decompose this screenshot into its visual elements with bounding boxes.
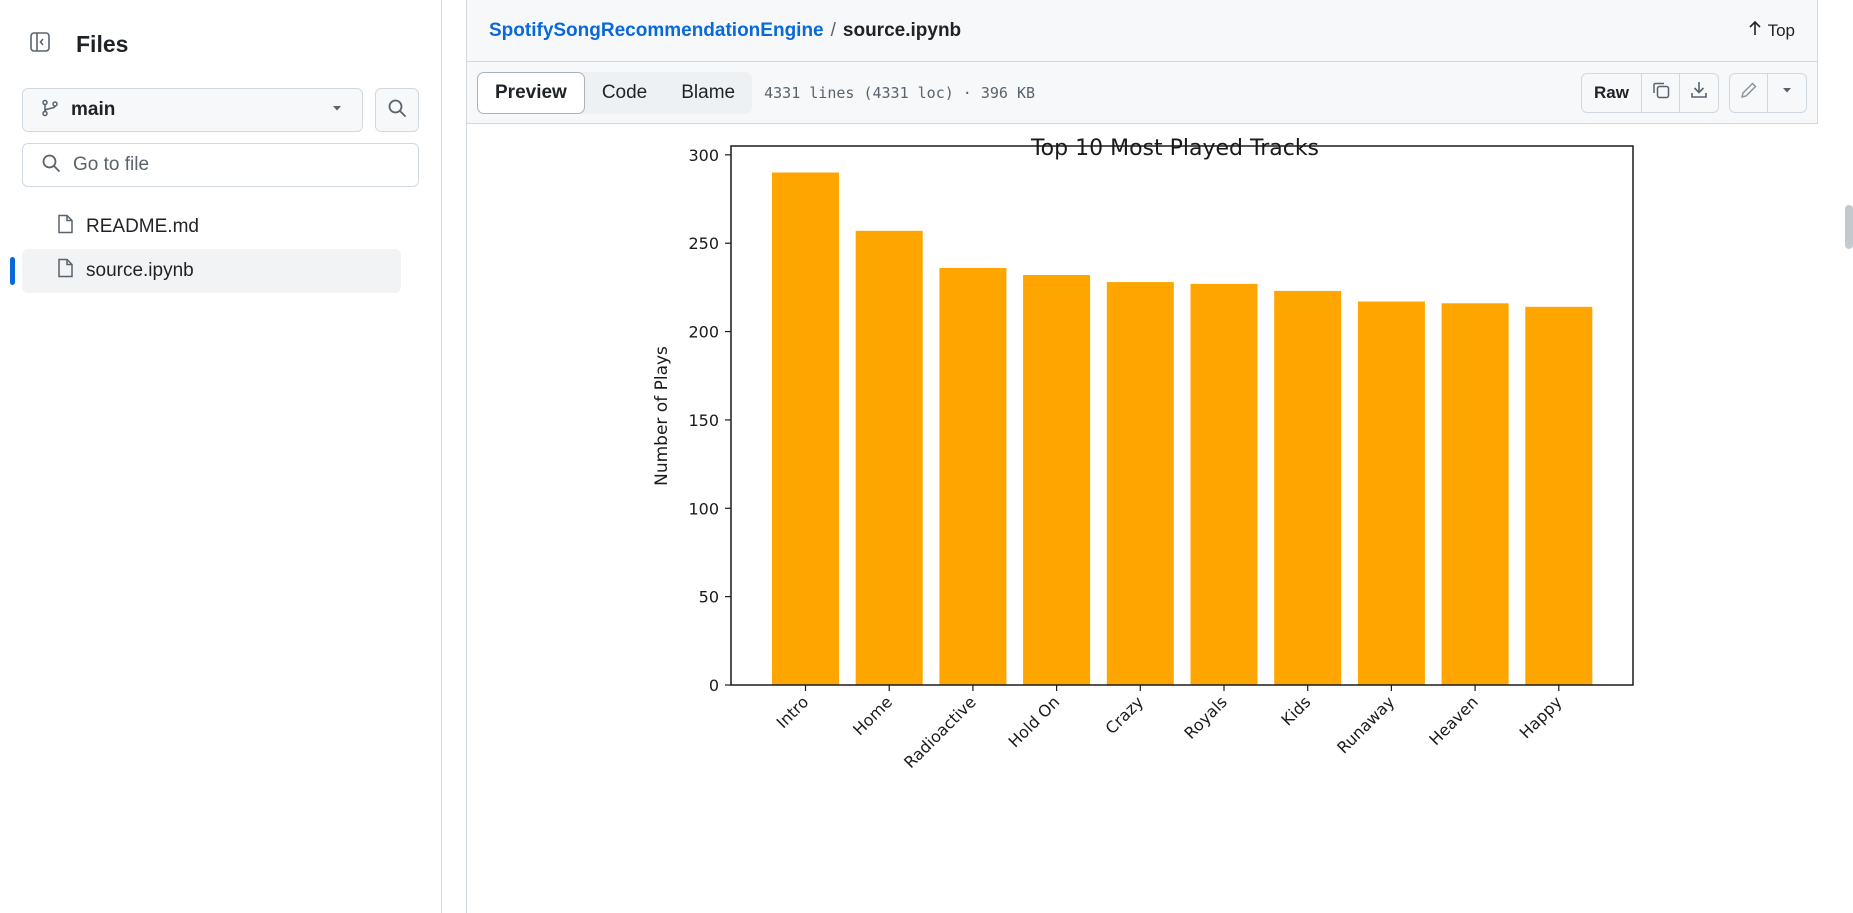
download-raw-button[interactable] <box>1680 74 1718 112</box>
file-info: 4331 lines (4331 loc) · 396 KB <box>764 83 1036 102</box>
back-to-top-label: Top <box>1767 20 1795 40</box>
search-icon <box>387 98 407 123</box>
bars-group <box>772 172 1593 686</box>
edit-actions-group <box>1729 72 1807 113</box>
bar-heaven <box>1441 303 1509 685</box>
file-frame: SpotifySongRecommendationEngine / source… <box>466 0 1819 913</box>
x-tick-label: Crazy <box>1102 692 1148 738</box>
breadcrumb-file: source.ipynb <box>842 19 962 41</box>
breadcrumb-repo-link[interactable]: SpotifySongRecommendationEngine <box>489 19 824 41</box>
pencil-icon <box>1739 80 1759 105</box>
back-to-top-button[interactable]: Top <box>1748 20 1795 41</box>
file-view: SpotifySongRecommendationEngine / source… <box>442 0 1853 913</box>
y-tick-label: 300 <box>688 146 719 165</box>
edit-file-button[interactable] <box>1730 73 1768 112</box>
bar-intro <box>772 172 839 686</box>
y-tick-label: 100 <box>688 499 719 518</box>
bar-runaway <box>1357 301 1425 685</box>
tab-code[interactable]: Code <box>601 81 648 103</box>
download-icon <box>1689 80 1709 105</box>
copy-raw-button[interactable] <box>1642 73 1680 112</box>
sidebar-header: Files <box>22 26 128 62</box>
branch-selector-button[interactable]: main <box>22 88 363 132</box>
sidebar-collapse-icon <box>29 31 51 58</box>
active-indicator <box>10 257 15 285</box>
breadcrumb: SpotifySongRecommendationEngine / source… <box>489 20 1748 42</box>
tree-item-label: source.ipynb <box>86 260 194 281</box>
bar-hold-on <box>1023 275 1091 685</box>
plot-frame <box>730 145 1634 686</box>
x-tick-label: Royals <box>1180 692 1230 742</box>
x-tick-label: Hold On <box>1005 692 1064 751</box>
file-header: SpotifySongRecommendationEngine / source… <box>467 0 1817 62</box>
breadcrumb-separator: / <box>830 19 836 41</box>
arrow-up-icon <box>1748 20 1762 41</box>
y-tick-label: 250 <box>688 234 719 253</box>
branch-name: main <box>71 99 116 120</box>
tab-preview[interactable]: Preview <box>477 71 585 114</box>
y-tick-label: 200 <box>688 323 719 342</box>
tree-item-readme[interactable]: README.md <box>22 205 401 249</box>
file-tree-sidebar: Files main README.md <box>0 0 442 913</box>
x-tick-label: Home <box>849 692 896 739</box>
file-icon <box>56 258 74 284</box>
bar-happy <box>1525 306 1593 685</box>
x-tick-label: Runaway <box>1333 692 1398 757</box>
copy-icon <box>1651 80 1671 105</box>
tab-blame[interactable]: Blame <box>681 81 736 103</box>
more-edit-options-button[interactable] <box>1768 74 1806 112</box>
y-tick-label: 0 <box>709 676 719 695</box>
vertical-scrollbar-thumb[interactable] <box>1845 205 1853 249</box>
go-to-file-field[interactable] <box>22 143 419 187</box>
y-axis-label: Number of Plays <box>652 346 672 486</box>
file-actions: Raw <box>1581 72 1807 113</box>
notebook-preview: Top 10 Most Played Tracks Number of Play… <box>467 124 1819 913</box>
raw-actions-group: Raw <box>1581 72 1719 113</box>
bar-crazy <box>1106 282 1174 685</box>
search-files-button[interactable] <box>375 88 419 132</box>
x-axis: Intro Home Radioactive Hold On Crazy Royals Ki… <box>773 685 1566 772</box>
x-tick-label: Intro <box>773 692 813 732</box>
y-axis: 0 50 100 150 200 250 300 <box>688 146 731 695</box>
file-toolbar: Preview Code Blame 4331 lines (4331 loc)… <box>467 62 1817 124</box>
bar-chart: Top 10 Most Played Tracks Number of Play… <box>652 136 1634 772</box>
tree-item-source-ipynb[interactable]: source.ipynb <box>10 249 401 293</box>
tree-item-label: README.md <box>86 216 199 237</box>
raw-button[interactable]: Raw <box>1582 73 1642 112</box>
caret-down-icon <box>330 101 344 120</box>
search-icon <box>41 153 61 178</box>
bar-kids <box>1274 290 1342 685</box>
bar-royals <box>1190 283 1258 685</box>
view-mode-tabs: Preview Code Blame <box>477 71 753 114</box>
collapse-sidebar-button[interactable] <box>22 26 58 62</box>
git-branch-icon <box>41 99 59 122</box>
chart-title: Top 10 Most Played Tracks <box>1030 136 1319 161</box>
bar-home <box>855 230 923 685</box>
bar-radioactive <box>939 267 1007 685</box>
x-tick-label: Heaven <box>1425 692 1482 749</box>
file-icon <box>56 214 74 240</box>
sidebar-title: Files <box>76 30 129 57</box>
y-tick-label: 150 <box>688 411 719 430</box>
caret-down-icon <box>1780 83 1794 102</box>
go-to-file-input[interactable] <box>73 154 393 176</box>
x-tick-label: Happy <box>1516 692 1566 742</box>
file-tree: README.md source.ipynb <box>10 205 401 293</box>
x-tick-label: Radioactive <box>900 692 980 772</box>
x-tick-label: Kids <box>1277 692 1314 729</box>
y-tick-label: 50 <box>699 588 719 607</box>
